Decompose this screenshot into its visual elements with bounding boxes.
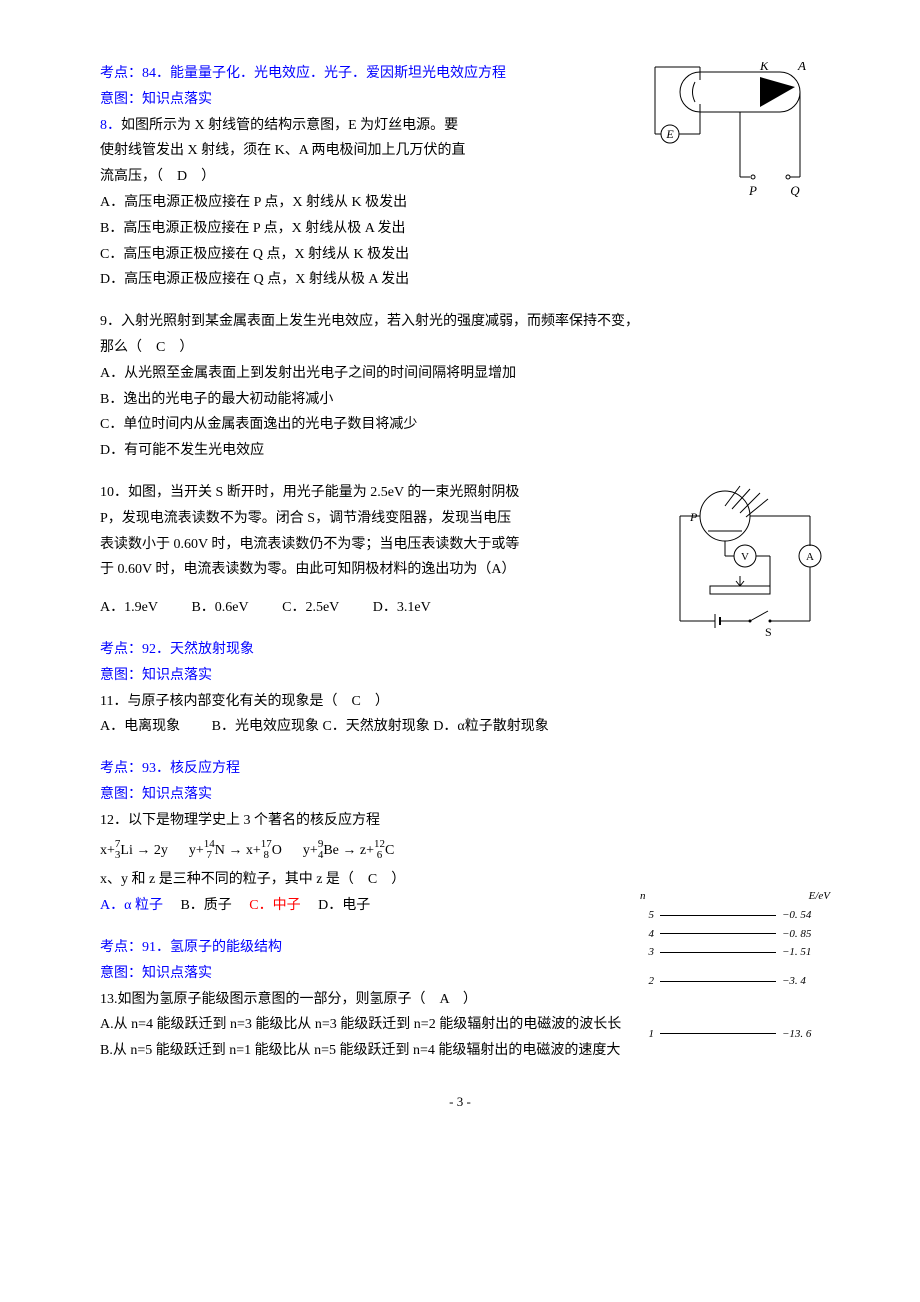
q9-opt-a: A．从光照至金属表面上到发射出光电子之间的时间间隔将明显增加 xyxy=(100,362,820,386)
energy-level-5: 5−0. 54 xyxy=(640,906,830,925)
q10-label-S: S xyxy=(765,625,772,639)
kp91-intent: 意图：知识点落实 xyxy=(100,962,820,986)
q9-opt-b: B．逸出的光电子的最大初动能将减小 xyxy=(100,388,820,412)
q8-label-E: E xyxy=(665,127,674,141)
kp92-block: 考点：92．天然放射现象 意图：知识点落实 11．与原子核内部变化有关的现象是（… xyxy=(100,638,820,739)
q9-stem-1: 9．入射光照射到某金属表面上发生光电效应，若入射光的强度减弱，而频率保持不变， xyxy=(100,310,820,334)
q10-label-A: A xyxy=(806,551,814,563)
q8-label-P: P xyxy=(748,183,757,198)
kp92-intent: 意图：知识点落实 xyxy=(100,664,820,688)
q11-options: A．电离现象 B．光电效应现象 C．天然放射现象 D．α粒子散射现象 xyxy=(100,715,820,739)
q12-equations: x+73Li → 2y y+147N → x+178O y+94Be → z+1… xyxy=(100,839,820,863)
q8-label-Q: Q xyxy=(790,183,800,198)
kp91-block: 考点：91．氢原子的能级结构 意图：知识点落实 13.如图为氢原子能级图示意图的… xyxy=(100,936,820,1063)
q8-opt-b: B．高压电源正极应接在 P 点，X 射线从极 A 发出 xyxy=(100,217,820,241)
q13-opt-a: A.从 n=4 能级跃迁到 n=3 能级比从 n=3 能级跃迁到 n=2 能级辐… xyxy=(100,1013,820,1037)
kp84-block: 考点：84．能量量子化．光电效应．光子．爱因斯坦光电效应方程 意图：知识点落实 … xyxy=(100,62,820,292)
q8-figure: E P Q K A xyxy=(640,62,830,202)
q10-opt-d: D．3.1eV xyxy=(373,596,431,620)
q11-stem: 11．与原子核内部变化有关的现象是（ C ） xyxy=(100,690,820,714)
q10-block: P V A xyxy=(100,481,820,620)
kp93-block: 考点：93．核反应方程 意图：知识点落实 12．以下是物理学史上 3 个著名的核… xyxy=(100,757,820,918)
q10-opt-b: B．0.6eV xyxy=(191,596,248,620)
q10-label-P: P xyxy=(689,510,698,524)
kp92-heading: 考点：92．天然放射现象 xyxy=(100,638,820,662)
page-number: - 3 - xyxy=(100,1091,820,1113)
q9-opt-c: C．单位时间内从金属表面逸出的光电子数目将减少 xyxy=(100,413,820,437)
q10-label-V: V xyxy=(741,551,749,563)
q9-stem-2: 那么（ C ） xyxy=(100,336,820,360)
q8-opt-c: C．高压电源正极应接在 Q 点，X 射线从 K 极发出 xyxy=(100,243,820,267)
q10-figure: P V A xyxy=(670,481,830,641)
kp93-intent: 意图：知识点落实 xyxy=(100,783,820,807)
kp91-heading: 考点：91．氢原子的能级结构 xyxy=(100,936,820,960)
q9-opt-d: D．有可能不发生光电效应 xyxy=(100,439,820,463)
q13-opt-b: B.从 n=5 能级跃迁到 n=1 能级比从 n=5 能级跃迁到 n=4 能级辐… xyxy=(100,1039,820,1063)
kp93-heading: 考点：93．核反应方程 xyxy=(100,757,820,781)
q8-opt-d: D．高压电源正极应接在 Q 点，X 射线从极 A 发出 xyxy=(100,268,820,292)
q12-stem: 12．以下是物理学史上 3 个著名的核反应方程 xyxy=(100,809,820,833)
q10-opt-c: C．2.5eV xyxy=(282,596,339,620)
q9-block: 9．入射光照射到某金属表面上发生光电效应，若入射光的强度减弱，而频率保持不变， … xyxy=(100,310,820,463)
q10-opt-a: A．1.9eV xyxy=(100,596,158,620)
q13-stem: 13.如图为氢原子能级图示意图的一部分，则氢原子（ A ） xyxy=(100,988,820,1012)
